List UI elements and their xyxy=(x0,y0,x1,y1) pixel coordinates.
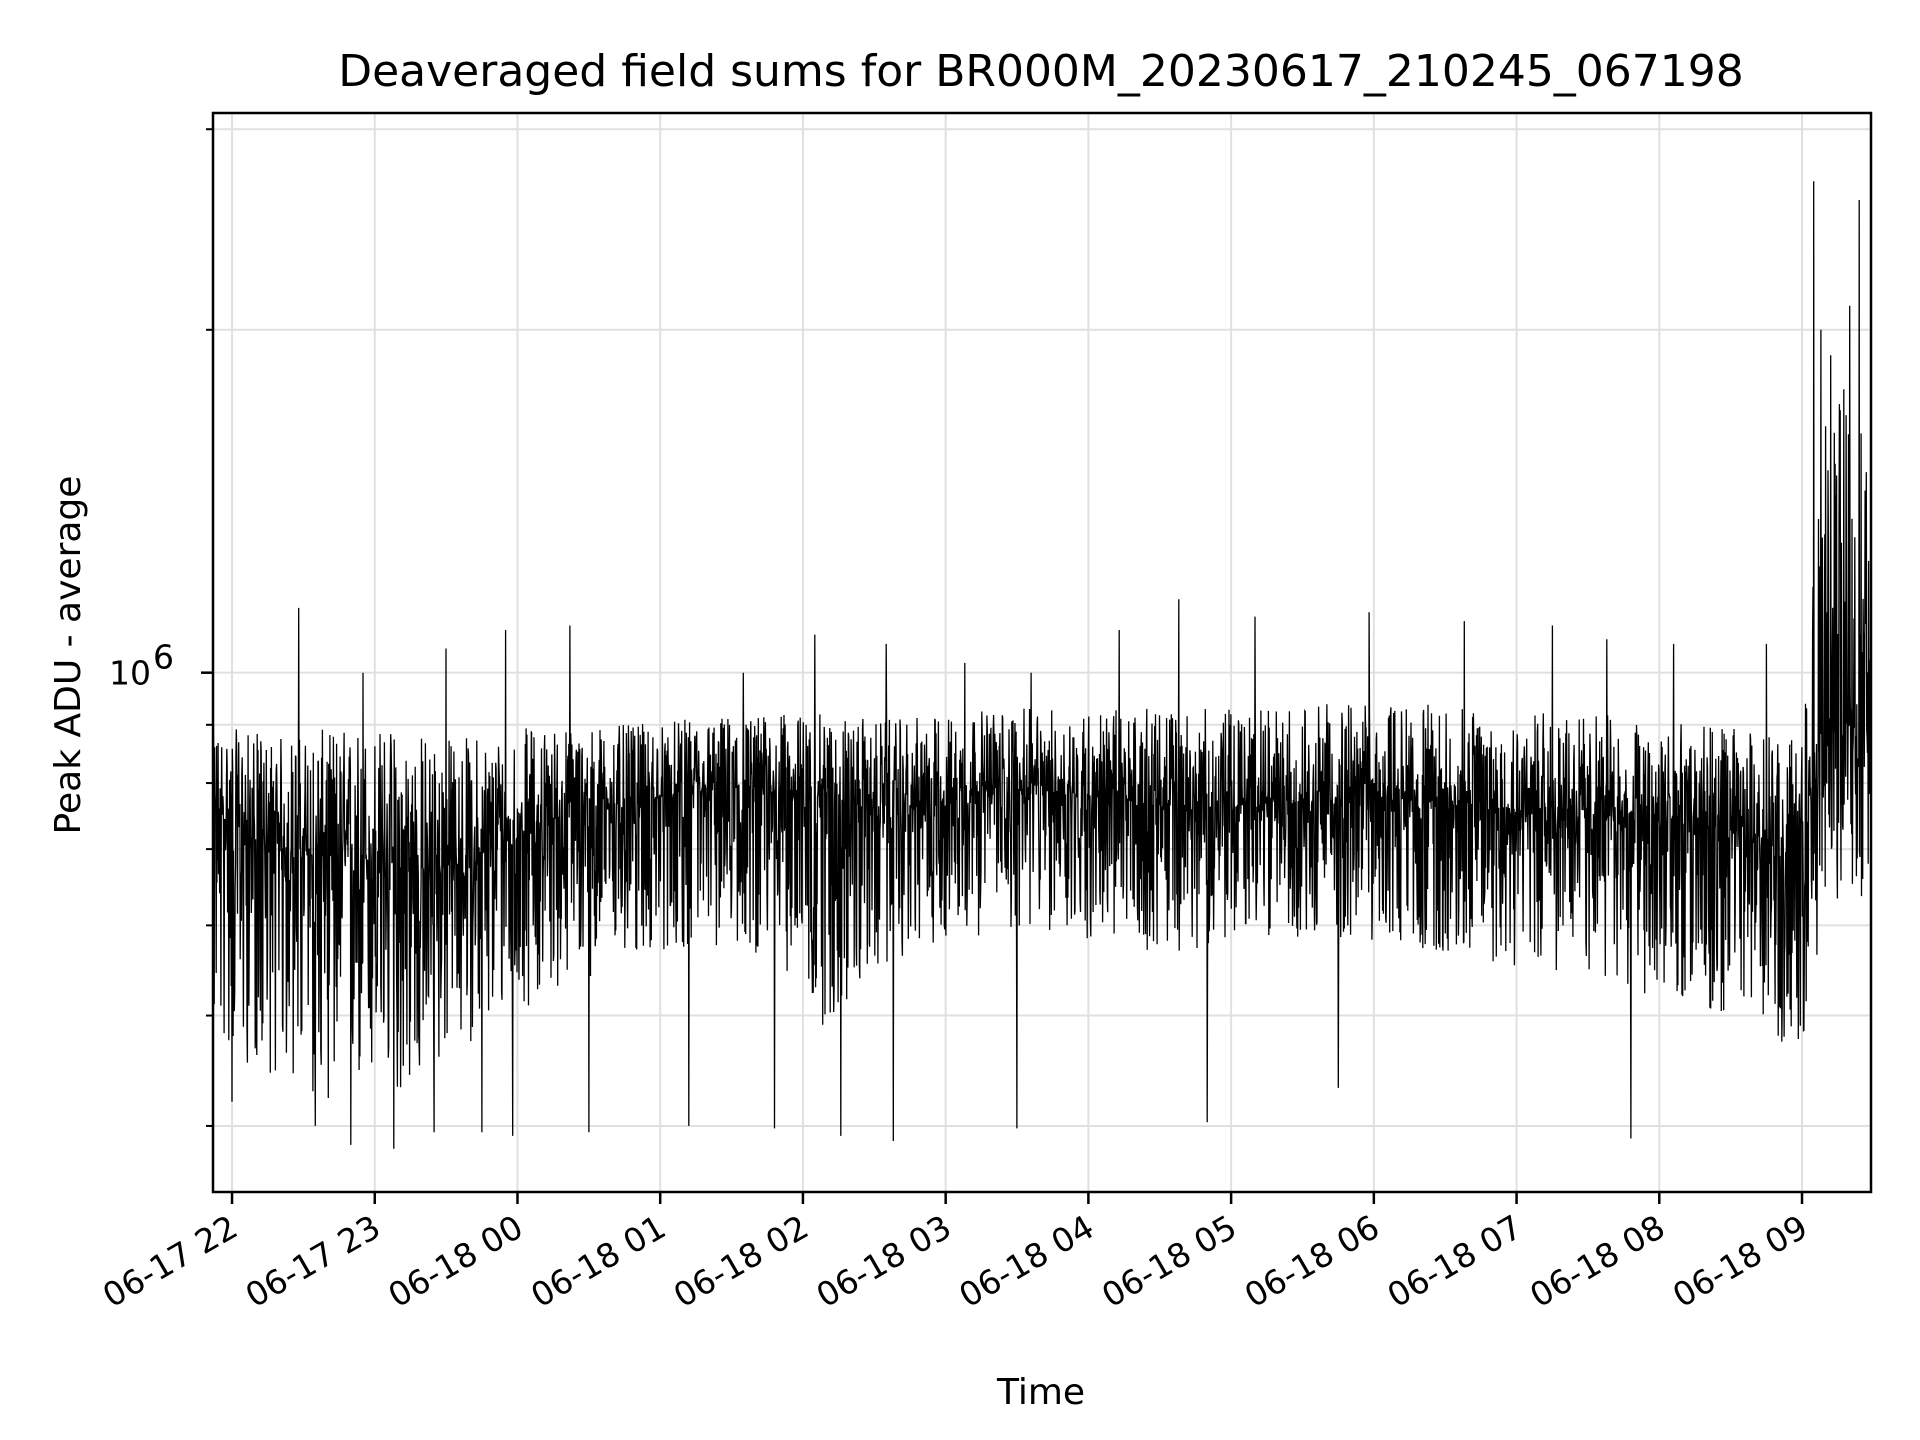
y-axis: 10 6 xyxy=(109,128,213,1127)
y-axis-label: Peak ADU - average xyxy=(48,476,89,835)
plot-frame xyxy=(211,111,1873,1194)
y-tick-label: 10 xyxy=(109,654,151,693)
x-axis-label: Time xyxy=(996,1372,1085,1413)
plot-area xyxy=(213,181,1871,1149)
y-tick-label-exponent: 6 xyxy=(153,638,174,677)
series-line xyxy=(213,181,1871,1149)
grid-layer xyxy=(213,113,1871,1192)
chart-title: Deaveraged field sums for BR000M_2023061… xyxy=(338,46,1744,97)
